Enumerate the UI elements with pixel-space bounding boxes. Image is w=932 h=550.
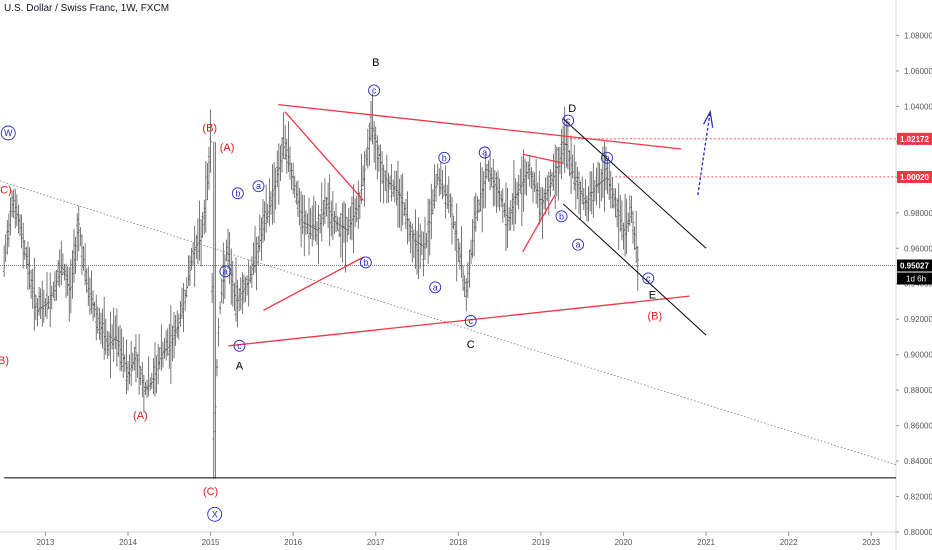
wave-circle (555, 210, 568, 223)
wave-label: X (212, 509, 218, 519)
x-tick-label: 2016 (284, 538, 302, 547)
wave-circle (438, 151, 451, 164)
wave-b-line (284, 111, 364, 201)
wave-label: c (468, 316, 473, 326)
y-tick-label: 1.04000 (904, 102, 932, 111)
y-tick-label: 0.88000 (904, 386, 932, 395)
y-tick-label: 0.92000 (904, 315, 932, 324)
triangle-upper (278, 103, 682, 150)
chart-title: U.S. Dollar / Swiss Franc, 1W, FXCM (4, 3, 170, 14)
wave-label: c (566, 116, 571, 126)
y-tick-label: 0.96000 (904, 244, 932, 253)
wave-label: (B) (0, 355, 9, 367)
channel-upper (562, 118, 707, 249)
wave-label: b (442, 153, 447, 163)
wave-label: c (372, 85, 377, 95)
x-tick-label: 2020 (615, 538, 633, 547)
wave-label: a (256, 181, 261, 191)
wave-circle (368, 84, 381, 97)
last-price-bg (897, 259, 932, 272)
wave-circle (0, 125, 16, 141)
x-tick-label: 2013 (37, 538, 55, 547)
wave-label: b (235, 188, 240, 198)
wave-circle (231, 187, 244, 200)
triangle-lower (228, 295, 690, 347)
wave-circle (233, 339, 246, 352)
y-tick-label: 0.98000 (904, 209, 932, 218)
x-tick-label: 2015 (202, 538, 220, 547)
y-tick-label: 0.84000 (904, 457, 932, 466)
wave-circle (359, 256, 372, 269)
price-label-bg (897, 170, 932, 183)
wave-label: b (604, 153, 609, 163)
price-label: 1.02172 (900, 135, 929, 144)
wave-label: a (482, 148, 487, 158)
wave-label: (C) (0, 185, 12, 197)
wave-circle (601, 151, 613, 164)
wave-label: a (433, 282, 438, 292)
wave-circle (207, 506, 223, 522)
wave-d-line (522, 194, 556, 253)
wave-circle (429, 281, 442, 294)
wave-circle (478, 146, 491, 159)
countdown-bg (897, 272, 932, 285)
y-tick-label: 0.86000 (904, 422, 932, 431)
x-tick-label: 2014 (119, 538, 137, 547)
wave-label: c (646, 273, 651, 283)
wave-label: A (236, 360, 244, 372)
countdown-label: 1d 6h (906, 275, 926, 284)
wave-label: (B) (648, 311, 663, 323)
wave-circle (252, 180, 265, 193)
wave-label: (A) (220, 142, 235, 154)
wave-label: E (649, 289, 656, 301)
y-tick-label: 1.06000 (904, 67, 932, 76)
last-price-label: 0.95027 (900, 262, 929, 271)
y-tick-label: 0.90000 (904, 351, 932, 360)
wave-b-support (263, 256, 364, 311)
wave-label: (A) (133, 410, 148, 422)
projection-arrow (697, 111, 711, 196)
wave-label: B (372, 57, 379, 69)
price-label: 1.00020 (900, 173, 929, 182)
x-tick-label: 2018 (449, 538, 467, 547)
arrow-head (703, 109, 714, 128)
wave-label: C (467, 339, 475, 351)
x-tick-label: 2019 (532, 538, 550, 547)
wave-circle (642, 272, 655, 285)
price-label-bg (897, 132, 932, 145)
wave-circle (219, 265, 232, 278)
wave-label: W (4, 128, 13, 138)
wave-label: a (223, 266, 228, 276)
y-tick-label: 0.80000 (904, 528, 932, 537)
x-tick-label: 2023 (862, 538, 880, 547)
wave-label: c (237, 341, 242, 351)
y-tick-label: 0.82000 (904, 493, 932, 502)
wave-label: (C) (203, 486, 218, 498)
wave-label: b (559, 211, 564, 221)
wave-circle (562, 114, 575, 127)
wave-label: b (363, 257, 368, 267)
x-tick-label: 2017 (367, 538, 385, 547)
channel-lower (562, 203, 707, 336)
wave-circle (464, 315, 477, 327)
wave-circle (572, 238, 585, 251)
x-tick-label: 2022 (780, 538, 798, 547)
x-tick-label: 2021 (697, 538, 715, 547)
wave-label: (B) (202, 123, 217, 135)
y-tick-label: 1.08000 (904, 31, 932, 40)
wave-d-top (522, 153, 564, 164)
wave-label: D (568, 103, 576, 115)
wave-label: a (576, 240, 581, 250)
